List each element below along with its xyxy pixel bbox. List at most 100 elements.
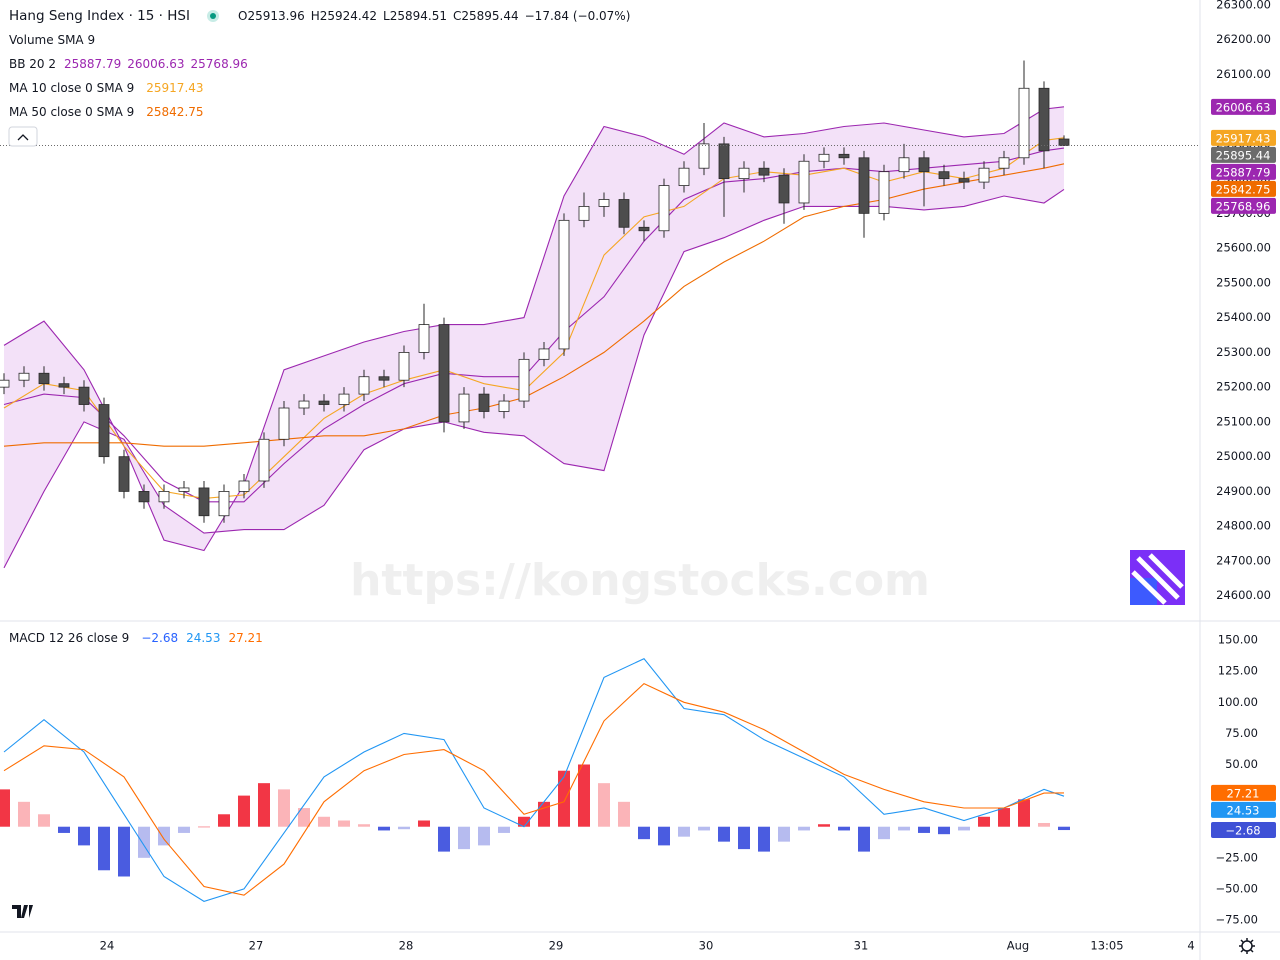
- candle-body: [138, 491, 150, 503]
- histogram-bar: [918, 826, 930, 833]
- candle-body: [158, 491, 170, 503]
- x-tick-label: 29: [549, 939, 564, 953]
- x-tick-label: 31: [854, 939, 869, 953]
- candle-body: [758, 167, 770, 176]
- candle-body: [498, 400, 510, 412]
- price-badge-label: 24.53: [1227, 803, 1260, 817]
- y-tick-label: 75.00: [1225, 726, 1258, 740]
- histogram-bar: [58, 826, 70, 833]
- candle-body: [518, 358, 530, 402]
- x-tick-label: 28: [399, 939, 414, 953]
- candle-body: [478, 393, 490, 412]
- histogram-bar: [178, 826, 190, 833]
- histogram-bar: [638, 826, 650, 840]
- candle-body: [958, 178, 970, 183]
- ohlc-prefix: H: [311, 9, 320, 23]
- histogram-bar: [698, 826, 710, 831]
- candle-body: [838, 153, 850, 159]
- collapse-icon: [17, 134, 29, 141]
- histogram-bar: [998, 808, 1010, 827]
- histogram-bar: [1058, 826, 1070, 831]
- candle-body: [598, 199, 610, 207]
- candle-body: [438, 324, 450, 423]
- y-tick-label: 25300.00: [1216, 345, 1271, 359]
- logo: [1130, 550, 1185, 605]
- ohlc-value: 25913.96: [247, 9, 304, 23]
- gear-teeth: [1239, 938, 1255, 954]
- legend-text: Volume SMA 9: [9, 33, 95, 47]
- series-line: [3, 106, 1065, 552]
- price-badge-label: 25768.96: [1216, 199, 1271, 213]
- histogram-bar: [858, 826, 870, 852]
- legend-macd: MACD 12 26 close 9 −2.68 24.53 27.21: [9, 631, 263, 645]
- y-tick-label: 25600.00: [1216, 241, 1271, 255]
- histogram-bar: [238, 795, 250, 827]
- ohlc: O25913.96 H25924.42 L25894.51 C25895.44 −17.…: [238, 9, 630, 23]
- series-line: [3, 658, 1065, 903]
- price-badge: [1211, 801, 1276, 818]
- histogram-bar: [978, 816, 990, 827]
- candle-body: [398, 351, 410, 381]
- logo-stripes: [1131, 553, 1184, 605]
- settings-icon[interactable]: [1239, 938, 1255, 954]
- candle-body: [618, 199, 630, 228]
- candle-body: [218, 491, 230, 517]
- histogram-bar: [578, 764, 590, 827]
- legend-value: 24.53: [186, 631, 220, 645]
- candle-body: [778, 174, 790, 204]
- y-tick-label: 25000.00: [1216, 449, 1271, 463]
- legend-value: 25768.96: [191, 57, 248, 71]
- candle-body: [118, 456, 130, 492]
- histogram-bar: [1018, 799, 1030, 827]
- histogram-bar: [418, 820, 430, 827]
- legend-value: −2.68: [141, 631, 178, 645]
- candle-body: [18, 372, 30, 381]
- y-tick-label: −75.00: [1215, 913, 1258, 927]
- candle-body: [0, 379, 10, 388]
- price-badge-label: 25895.44: [1216, 148, 1271, 162]
- histogram-bar: [838, 826, 850, 831]
- candle-body: [378, 376, 390, 381]
- change: −17.84 (−0.07%): [525, 9, 631, 23]
- y-tick-label: 24800.00: [1216, 519, 1271, 533]
- candle-body: [458, 393, 470, 423]
- histogram-bar: [938, 826, 950, 835]
- candle-body: [238, 480, 250, 492]
- histogram-bar: [778, 826, 790, 842]
- histogram-bar: [818, 824, 830, 827]
- y-tick-label: 125.00: [1218, 664, 1258, 678]
- status-dot: [210, 13, 216, 19]
- series-line: [3, 188, 1065, 569]
- y-tick-label: 26200.00: [1216, 32, 1271, 46]
- histogram-bar: [478, 826, 490, 846]
- y-tick-label: 25200.00: [1216, 380, 1271, 394]
- price-badge: [1211, 146, 1276, 163]
- legend-value: 25887.79: [64, 57, 121, 71]
- price-badge: [1211, 129, 1276, 146]
- price-badge: [1211, 197, 1276, 214]
- histogram-bar: [138, 826, 150, 858]
- collapse-button[interactable]: [8, 126, 38, 147]
- candle-body: [818, 153, 830, 162]
- price-badge-label: 25887.79: [1216, 165, 1271, 179]
- histogram-bar: [98, 826, 110, 871]
- histogram-bar: [378, 826, 390, 831]
- histogram-bar: [78, 826, 90, 846]
- candle-body: [98, 404, 110, 458]
- price-badge: [1211, 163, 1276, 180]
- candle-body: [178, 487, 190, 492]
- candle-body: [1018, 87, 1030, 159]
- y-tick-label: 24600.00: [1216, 588, 1271, 602]
- candle-body: [878, 171, 890, 214]
- histogram-bar: [158, 826, 170, 846]
- series-line: [3, 682, 1065, 896]
- candle-body: [358, 376, 370, 395]
- histogram-bar: [198, 826, 210, 828]
- histogram-bar: [658, 826, 670, 846]
- y-tick-label: −50.00: [1215, 881, 1258, 895]
- histogram-bar: [598, 783, 610, 827]
- histogram-bar: [678, 826, 690, 837]
- x-tick-label: 27: [249, 939, 264, 953]
- histogram-bar: [878, 826, 890, 840]
- histogram-bar: [738, 826, 750, 850]
